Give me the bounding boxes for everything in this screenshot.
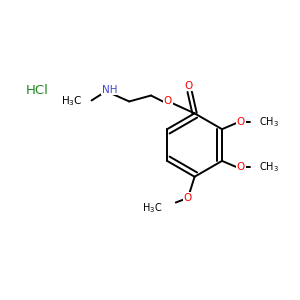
Text: CH$_3$: CH$_3$ <box>259 160 279 174</box>
Text: NH: NH <box>102 85 117 94</box>
Text: HCl: HCl <box>26 84 49 97</box>
Text: H$_3$C: H$_3$C <box>61 94 82 108</box>
Text: O: O <box>184 193 192 202</box>
Text: H$_3$C: H$_3$C <box>142 202 162 215</box>
Text: O: O <box>184 81 193 91</box>
Text: CH$_3$: CH$_3$ <box>259 116 279 129</box>
Text: O: O <box>164 97 172 106</box>
Text: O: O <box>237 117 245 127</box>
Text: O: O <box>237 162 245 172</box>
